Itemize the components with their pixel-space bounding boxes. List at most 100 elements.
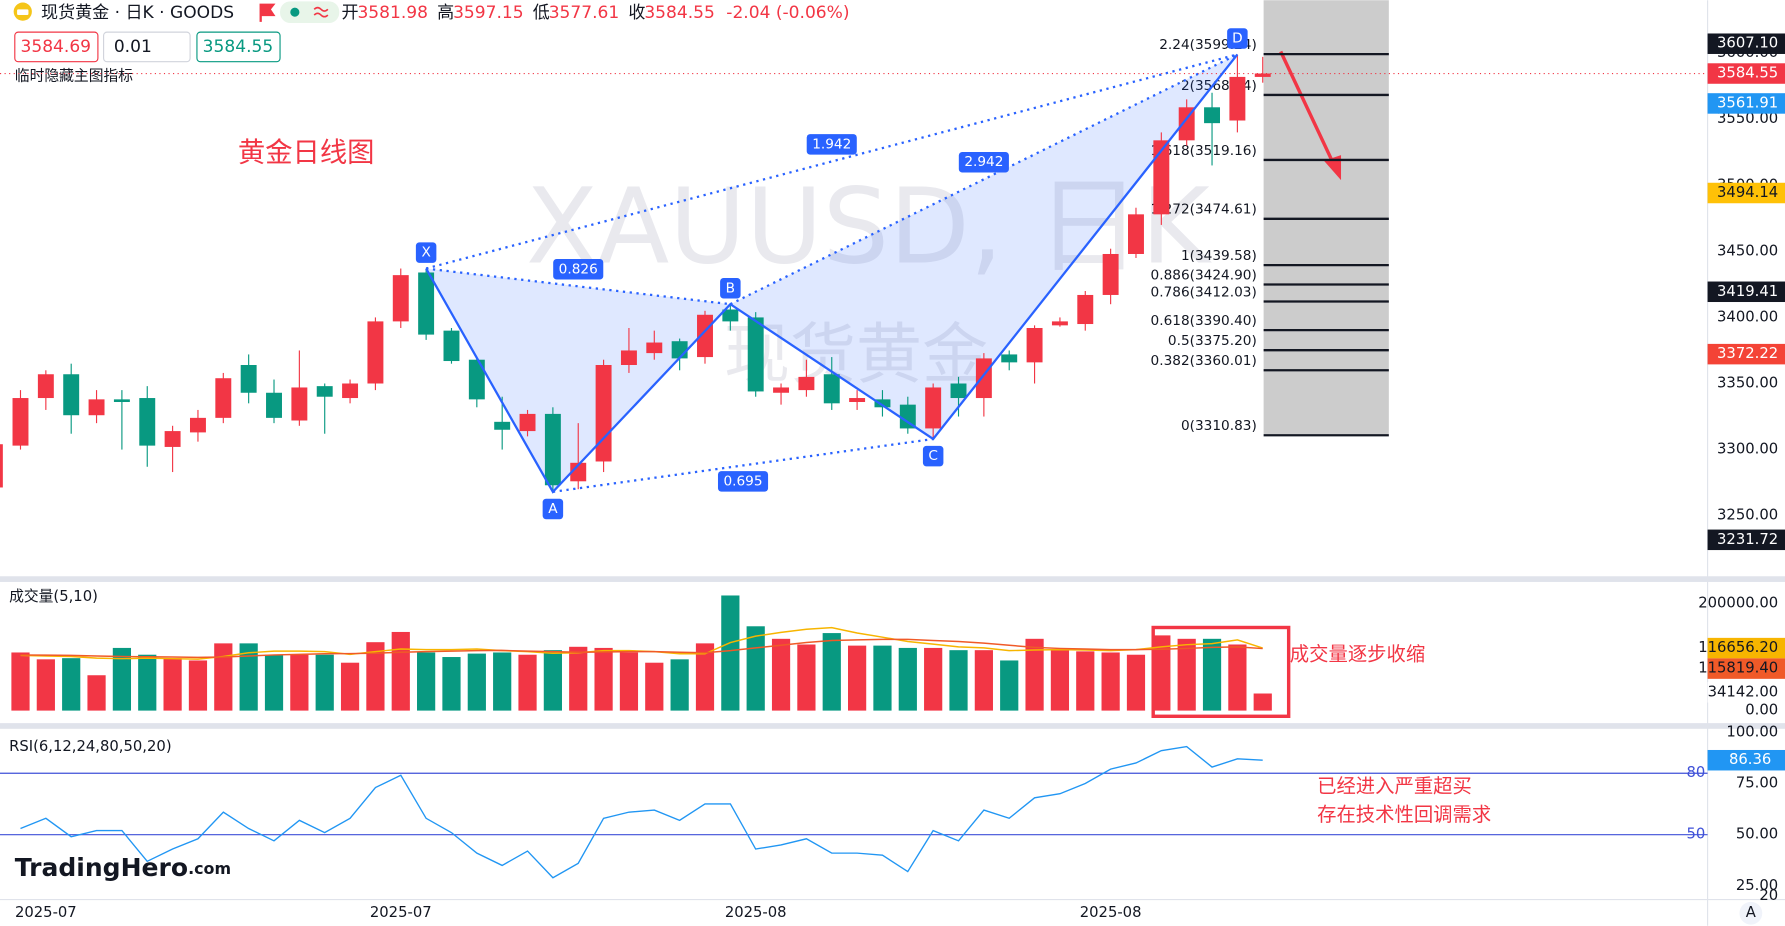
- candle-body: [1153, 140, 1170, 215]
- ohlc-label: 收: [628, 3, 645, 23]
- axis-badge: [1707, 637, 1785, 659]
- flag-icon[interactable]: [259, 3, 276, 22]
- volume-bar: [543, 650, 562, 711]
- candle-body: [189, 417, 206, 433]
- y-tick-label: 3350.00: [1717, 375, 1778, 392]
- candle-body: [899, 404, 916, 429]
- volume-bar: [1177, 638, 1196, 711]
- volume-bar: [417, 652, 436, 711]
- y-tick-label: 3450.00: [1717, 242, 1778, 259]
- volume-bar: [36, 659, 55, 711]
- ohlc-label: 低: [533, 3, 550, 23]
- input-sell: 3584.69: [20, 37, 91, 57]
- fib-label: 0.886(3424.90): [1151, 267, 1257, 283]
- volume-bar: [771, 638, 791, 711]
- volume-bar: [822, 633, 841, 711]
- pattern-dotted: [552, 437, 934, 493]
- candle-body: [316, 386, 333, 397]
- symbol-icon-mark: [17, 9, 29, 16]
- volume-bar: [1000, 660, 1019, 711]
- point-box: [542, 498, 564, 520]
- volume-bar: [290, 654, 309, 711]
- point-label: X: [421, 245, 430, 261]
- volume-bar: [974, 650, 993, 711]
- axis-badge-label: 3372.22: [1717, 345, 1778, 362]
- y-tick-label: 100.00: [1726, 723, 1778, 740]
- y-tick-label: 3300.00: [1717, 441, 1778, 458]
- ratio-label: 2.942: [964, 154, 1003, 170]
- panel-title: RSI(6,12,24,80,50,20): [9, 738, 172, 755]
- candle-body: [1204, 107, 1221, 124]
- logo-suffix: .com: [188, 858, 231, 877]
- volume-bar: [11, 652, 30, 711]
- candle-body: [37, 374, 54, 399]
- ratio-label: 1.942: [812, 136, 851, 152]
- axis-badge-label: 86.36: [1729, 751, 1771, 768]
- axis-badge-label: 115819.40: [1698, 660, 1778, 677]
- input-box[interactable]: [196, 31, 281, 63]
- ratio-box: [717, 471, 769, 492]
- arrow-head: [1323, 155, 1342, 181]
- candle-body: [240, 365, 257, 393]
- candle-body: [1178, 107, 1195, 141]
- y-tick-label: 3250.00: [1717, 507, 1778, 524]
- auto-scale-label[interactable]: A: [1746, 904, 1756, 921]
- volume-bar: [442, 657, 461, 711]
- volume-bar: [873, 645, 892, 711]
- y-tick-label: 0.00: [1745, 702, 1778, 719]
- panel-title: 成交量(5,10): [9, 587, 98, 605]
- panel-separator: [0, 576, 1785, 582]
- volume-bar: [569, 646, 588, 711]
- axis-badge-label: 3607.10: [1717, 35, 1778, 52]
- axis-badge: [1707, 682, 1785, 703]
- axis-badge: [1707, 658, 1785, 679]
- volume-bar: [112, 647, 132, 711]
- volume-bar: [848, 645, 867, 711]
- volume-bar: [391, 631, 410, 711]
- y-tick-label: 25.00: [1736, 877, 1778, 894]
- ohlc-label: 开: [342, 3, 359, 23]
- volume-bar: [1126, 654, 1146, 711]
- y-tick-label: 20: [1759, 887, 1778, 904]
- pattern-fill: [730, 54, 1238, 440]
- axis-badge-label: 34142.00: [1708, 683, 1779, 700]
- fib-label: 1.618(3519.16): [1151, 143, 1257, 159]
- fib-label: 1(3439.58): [1181, 248, 1257, 264]
- input-box[interactable]: [103, 31, 191, 63]
- x-tick-label: 2025-07: [370, 904, 432, 921]
- point-box: [1227, 28, 1248, 49]
- volume-bar: [315, 654, 334, 711]
- candle-body: [1128, 214, 1144, 254]
- status-dot: [290, 7, 300, 17]
- axis-badge: [1707, 182, 1785, 204]
- input-box[interactable]: [14, 31, 99, 63]
- volume-bar: [188, 660, 208, 711]
- axis-badge: [1707, 281, 1785, 303]
- status-pill[interactable]: [280, 1, 340, 24]
- axis-badge-label: 116656.20: [1698, 639, 1778, 656]
- toggle-indicators[interactable]: 临时隐藏主图指标: [15, 68, 133, 85]
- point-label: C: [928, 448, 938, 464]
- fib-label: 1.272(3474.61): [1151, 202, 1257, 218]
- symbol: 现货黄金 · 日K · GOODS: [41, 3, 234, 23]
- volume-bar: [62, 658, 81, 711]
- axis-badge: [1707, 529, 1785, 551]
- volume-bar: [797, 644, 816, 711]
- candle-body: [88, 399, 105, 416]
- volume-bar: [1050, 649, 1070, 711]
- fib-label: 0.786(3412.03): [1151, 284, 1257, 300]
- input-qty: 0.01: [114, 37, 152, 57]
- volume-bar: [214, 643, 233, 711]
- volume-bar: [949, 650, 968, 711]
- candle-body: [1229, 76, 1246, 121]
- candle-body: [215, 378, 232, 418]
- volume-bar: [366, 642, 385, 711]
- axis-badge-label: 3584.55: [1717, 65, 1778, 82]
- candle-body: [494, 421, 511, 430]
- candle-body: [646, 342, 663, 354]
- candle-body: [367, 321, 384, 384]
- volume-bar: [619, 652, 639, 711]
- auto-scale-button[interactable]: [1739, 901, 1763, 925]
